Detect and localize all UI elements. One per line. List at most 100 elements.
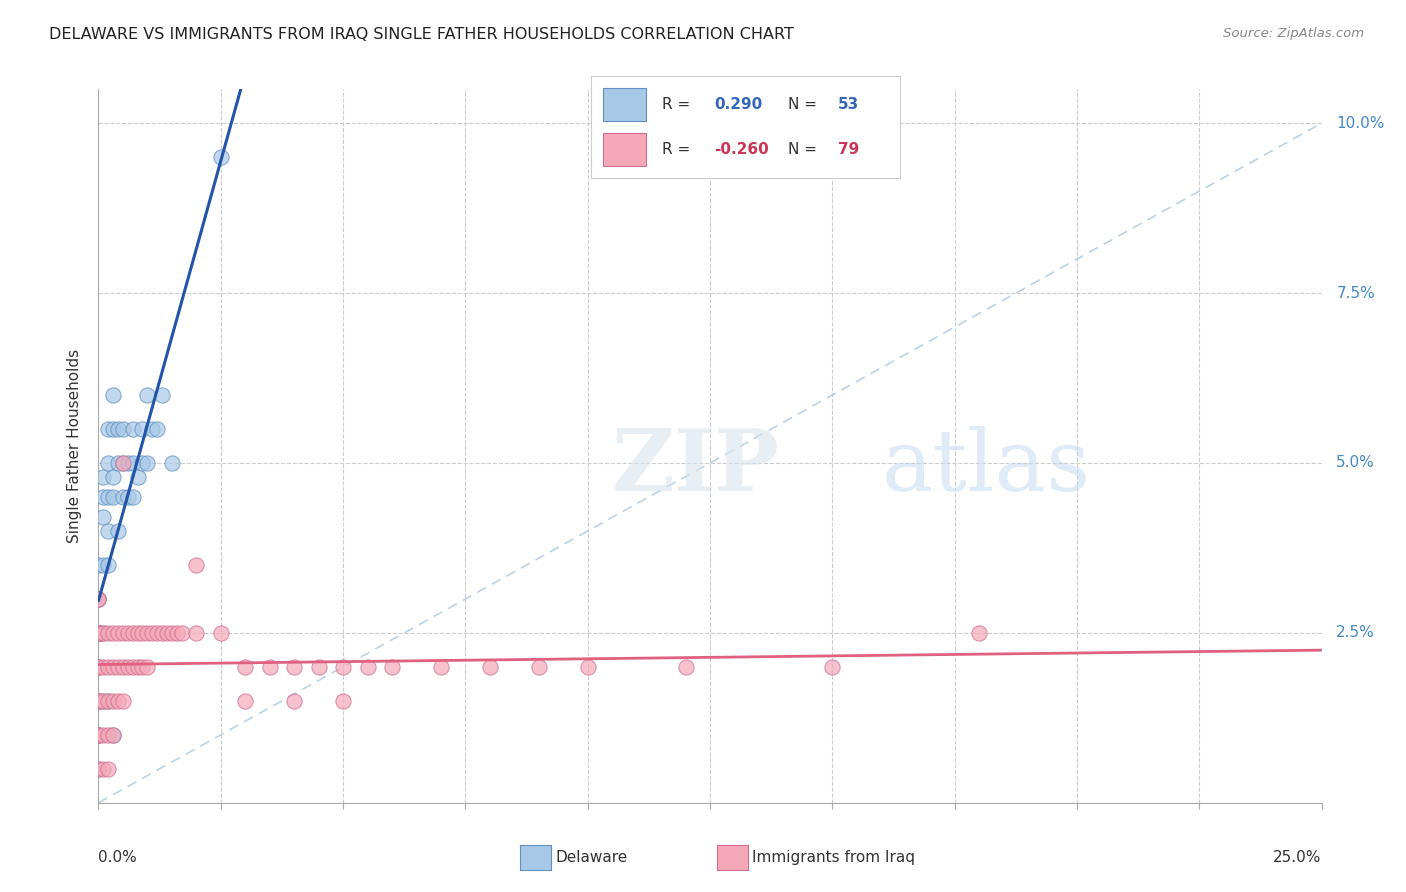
Point	[87, 626, 110, 640]
Text: 0.0%: 0.0%	[98, 850, 138, 865]
Point	[91, 558, 114, 572]
Point	[87, 660, 110, 674]
Point	[107, 456, 129, 470]
Point	[97, 456, 120, 470]
Point	[111, 626, 134, 640]
Point	[91, 728, 114, 742]
Point	[87, 626, 110, 640]
Point	[87, 558, 110, 572]
Text: N =: N =	[789, 142, 817, 157]
Point	[101, 490, 124, 504]
Text: Immigrants from Iraq: Immigrants from Iraq	[752, 850, 915, 864]
Point	[121, 456, 143, 470]
Point	[156, 626, 179, 640]
Point	[87, 694, 110, 708]
Point	[209, 626, 232, 640]
Point	[166, 626, 188, 640]
Point	[87, 626, 110, 640]
Point	[87, 626, 110, 640]
Point	[97, 694, 120, 708]
Point	[97, 728, 120, 742]
Point	[87, 591, 110, 606]
Point	[87, 728, 110, 742]
Text: Source: ZipAtlas.com: Source: ZipAtlas.com	[1223, 27, 1364, 40]
Point	[87, 728, 110, 742]
Point	[186, 626, 208, 640]
Text: Delaware: Delaware	[555, 850, 627, 864]
Point	[150, 626, 173, 640]
Point	[107, 694, 129, 708]
Point	[527, 660, 550, 674]
Point	[308, 660, 330, 674]
Point	[117, 626, 139, 640]
Point	[107, 422, 129, 436]
Point	[160, 626, 183, 640]
Point	[87, 591, 110, 606]
Text: DELAWARE VS IMMIGRANTS FROM IRAQ SINGLE FATHER HOUSEHOLDS CORRELATION CHART: DELAWARE VS IMMIGRANTS FROM IRAQ SINGLE …	[49, 27, 794, 42]
Point	[87, 626, 110, 640]
Point	[87, 660, 110, 674]
Text: 79: 79	[838, 142, 859, 157]
Point	[91, 626, 114, 640]
Text: 5.0%: 5.0%	[1336, 456, 1375, 470]
Point	[91, 490, 114, 504]
Point	[91, 762, 114, 776]
Text: -0.260: -0.260	[714, 142, 769, 157]
Point	[821, 660, 844, 674]
Point	[131, 422, 153, 436]
Point	[87, 626, 110, 640]
Point	[127, 626, 149, 640]
Point	[87, 626, 110, 640]
Text: ZIP: ZIP	[612, 425, 780, 509]
Point	[87, 762, 110, 776]
Point	[87, 626, 110, 640]
Point	[107, 660, 129, 674]
Point	[131, 626, 153, 640]
Y-axis label: Single Father Households: Single Father Households	[67, 349, 83, 543]
Point	[121, 422, 143, 436]
Point	[87, 591, 110, 606]
Point	[87, 591, 110, 606]
Point	[233, 694, 256, 708]
Point	[356, 660, 378, 674]
Point	[430, 660, 453, 674]
Point	[259, 660, 281, 674]
Point	[97, 558, 120, 572]
Point	[97, 626, 120, 640]
Point	[87, 626, 110, 640]
Point	[87, 626, 110, 640]
Point	[91, 660, 114, 674]
Point	[136, 626, 159, 640]
Point	[97, 660, 120, 674]
Point	[121, 626, 143, 640]
Point	[146, 422, 169, 436]
Point	[87, 728, 110, 742]
Point	[170, 626, 193, 640]
Text: R =: R =	[662, 142, 690, 157]
Point	[141, 422, 163, 436]
Text: 7.5%: 7.5%	[1336, 285, 1375, 301]
Point	[87, 626, 110, 640]
Point	[283, 694, 305, 708]
Point	[160, 456, 183, 470]
Point	[111, 490, 134, 504]
Point	[87, 694, 110, 708]
Point	[97, 490, 120, 504]
Point	[111, 660, 134, 674]
Point	[141, 626, 163, 640]
Text: 25.0%: 25.0%	[1274, 850, 1322, 865]
FancyBboxPatch shape	[603, 133, 647, 166]
Point	[91, 510, 114, 524]
Point	[97, 694, 120, 708]
Point	[131, 660, 153, 674]
Point	[121, 660, 143, 674]
Point	[478, 660, 501, 674]
Text: 10.0%: 10.0%	[1336, 116, 1385, 131]
Point	[967, 626, 990, 640]
Point	[87, 728, 110, 742]
Point	[101, 626, 124, 640]
Point	[283, 660, 305, 674]
Point	[381, 660, 404, 674]
Point	[127, 469, 149, 483]
Point	[332, 660, 354, 674]
